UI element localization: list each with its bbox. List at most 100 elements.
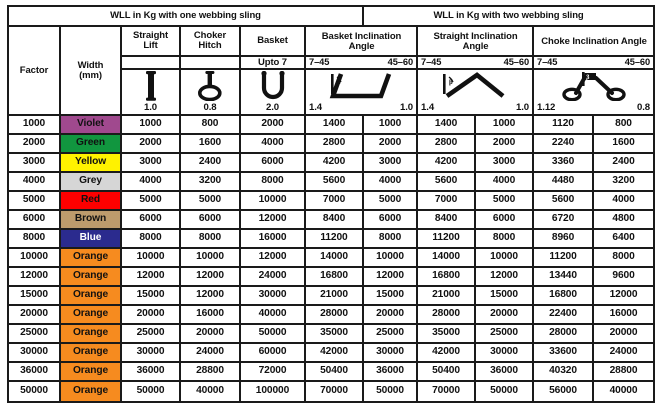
- cell-basket: 4000: [241, 135, 306, 154]
- cell-straight-incl-high: 3000: [476, 154, 535, 173]
- factor-choke-incl-low: 1.12: [537, 101, 556, 113]
- factor-choker-hitch: 0.8: [203, 101, 217, 113]
- cell-straight-lift: 30000: [122, 344, 181, 363]
- subheader-straight-incl-low: 7–45: [421, 56, 442, 67]
- header-basket: Basket: [241, 27, 306, 57]
- icon-factor-row: 1.0 0.8: [9, 70, 654, 116]
- cell-choker-hitch: 6000: [181, 211, 241, 230]
- header-choker-hitch-line1: Choker: [193, 30, 227, 42]
- cell-choker-hitch: 10000: [181, 249, 241, 268]
- cell-basket-incl-high: 1000: [364, 116, 419, 135]
- cell-straight-lift: 25000: [122, 325, 181, 344]
- cell-basket-incl-high: 15000: [364, 287, 419, 306]
- cell-width-color: Orange: [61, 344, 122, 363]
- cell-width-color: Orange: [61, 268, 122, 287]
- cell-choker-hitch: 28800: [181, 363, 241, 382]
- cell-width-color: Orange: [61, 306, 122, 325]
- cell-width-color: Red: [61, 192, 122, 211]
- cell-basket: 12000: [241, 249, 306, 268]
- cell-choker-hitch: 20000: [181, 325, 241, 344]
- cell-basket-incl-high: 10000: [364, 249, 419, 268]
- cell-choke-incl-high: 1600: [594, 135, 654, 154]
- cell-width-color: Orange: [61, 325, 122, 344]
- cell-basket-incl-low: 4200: [306, 154, 365, 173]
- cell-basket: 24000: [241, 268, 306, 287]
- cell-choke-incl-low: 22400: [534, 306, 595, 325]
- cell-basket-incl-high: 6000: [364, 211, 419, 230]
- cell-choke-incl-high: 20000: [594, 325, 654, 344]
- cell-choke-incl-low: 16800: [534, 287, 595, 306]
- factor-straight-lift-wrap: 1.0: [122, 101, 179, 113]
- header-straight-lift: Straight Lift: [122, 27, 181, 57]
- cell-width-color: Violet: [61, 116, 122, 135]
- cell-factor: 1000: [9, 116, 61, 135]
- cell-straight-lift: 1000: [122, 116, 181, 135]
- header-basket-inclination-angle: Basket Inclination Angle: [306, 27, 419, 57]
- cell-choke-incl-high: 6400: [594, 230, 654, 249]
- cell-choke-incl-high: 800: [594, 116, 654, 135]
- cell-basket-incl-high: 30000: [364, 344, 419, 363]
- cell-basket: 100000: [241, 382, 306, 401]
- cell-width-color: Orange: [61, 363, 122, 382]
- factor-straight-incl-wrap: 1.4 1.0: [418, 102, 532, 113]
- cell-straight-lift: 8000: [122, 230, 181, 249]
- table-row: 6000 Brown 6000 6000 12000 8400 6000 8400 6000 67…: [9, 211, 654, 230]
- cell-factor: 12000: [9, 268, 61, 287]
- cell-factor: 20000: [9, 306, 61, 325]
- cell-straight-lift: 10000: [122, 249, 181, 268]
- cell-basket-inclination-icon: β 1.4 1.0: [306, 70, 419, 116]
- cell-straight-incl-low: 21000: [418, 287, 477, 306]
- header-choke-inclination-angle: Choke Inclination Angle: [534, 27, 654, 57]
- cell-basket: 50000: [241, 325, 306, 344]
- cell-basket-incl-low: 11200: [306, 230, 365, 249]
- cell-choke-incl-low: 6720: [534, 211, 595, 230]
- factor-choke-incl-high: 0.8: [637, 101, 651, 113]
- header-straight-inclination-angle: Straight Inclination Angle: [418, 27, 535, 57]
- cell-basket-incl-low: 8400: [306, 211, 365, 230]
- header-width: Width (mm): [61, 27, 122, 116]
- table-row: 20000 Orange 20000 16000 40000 28000 20000 2800…: [9, 306, 654, 325]
- cell-basket: 2000: [241, 116, 306, 135]
- cell-choke-incl-low: 28000: [534, 325, 595, 344]
- cell-basket-icon: 2.0: [241, 70, 306, 116]
- cell-choker-hitch-icon: 0.8: [181, 70, 241, 116]
- cell-basket: 30000: [241, 287, 306, 306]
- cell-straight-incl-low: 70000: [418, 382, 477, 401]
- cell-basket-incl-low: 1400: [306, 116, 365, 135]
- cell-basket-incl-low: 35000: [306, 325, 365, 344]
- wll-table: WLL in Kg with one webbing sling WLL in …: [7, 5, 656, 403]
- cell-basket-incl-high: 3000: [364, 154, 419, 173]
- banner-two-sling: WLL in Kg with two webbing sling: [364, 7, 654, 27]
- table-row: 8000 Blue 8000 8000 16000 11200 8000 11200 8000 8…: [9, 230, 654, 249]
- cell-choker-hitch: 800: [181, 116, 241, 135]
- cell-choke-incl-low: 40320: [534, 363, 595, 382]
- cell-factor: 5000: [9, 192, 61, 211]
- header-choker-hitch-line2: Hitch: [198, 40, 222, 51]
- cell-straight-incl-low: 50400: [418, 363, 477, 382]
- subheader-choker-hitch-empty: [181, 57, 241, 70]
- cell-factor: 8000: [9, 230, 61, 249]
- cell-width-color: Green: [61, 135, 122, 154]
- header-straight-lift-line2: Lift: [143, 40, 158, 51]
- cell-choke-incl-low: 4480: [534, 173, 595, 192]
- cell-straight-incl-low: 11200: [418, 230, 477, 249]
- cell-choke-incl-low: 5600: [534, 192, 595, 211]
- cell-width-color: Orange: [61, 382, 122, 401]
- cell-straight-incl-high: 30000: [476, 344, 535, 363]
- cell-straight-incl-low: 7000: [418, 192, 477, 211]
- table-row: 15000 Orange 15000 12000 30000 21000 15000 2100…: [9, 287, 654, 306]
- cell-choke-incl-low: 3360: [534, 154, 595, 173]
- cell-width-color: Blue: [61, 230, 122, 249]
- subheader-basket-incl-low: 7–45: [309, 56, 330, 67]
- cell-basket-incl-high: 12000: [364, 268, 419, 287]
- table-row: 10000 Orange 10000 10000 12000 14000 10000 1400…: [9, 249, 654, 268]
- factor-straight-lift: 1.0: [143, 101, 158, 113]
- cell-width-color: Orange: [61, 249, 122, 268]
- cell-basket-incl-high: 8000: [364, 230, 419, 249]
- cell-basket-incl-high: 50000: [364, 382, 419, 401]
- table-row: 5000 Red 5000 5000 10000 7000 5000 7000 5000 5600…: [9, 192, 654, 211]
- cell-factor: 15000: [9, 287, 61, 306]
- cell-choke-incl-low: 2240: [534, 135, 595, 154]
- cell-choke-incl-low: 1120: [534, 116, 595, 135]
- cell-basket: 8000: [241, 173, 306, 192]
